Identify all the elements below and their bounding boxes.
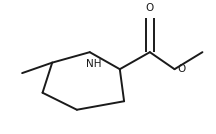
Text: O: O xyxy=(146,3,154,13)
Text: O: O xyxy=(178,64,186,74)
Text: NH: NH xyxy=(86,59,102,69)
